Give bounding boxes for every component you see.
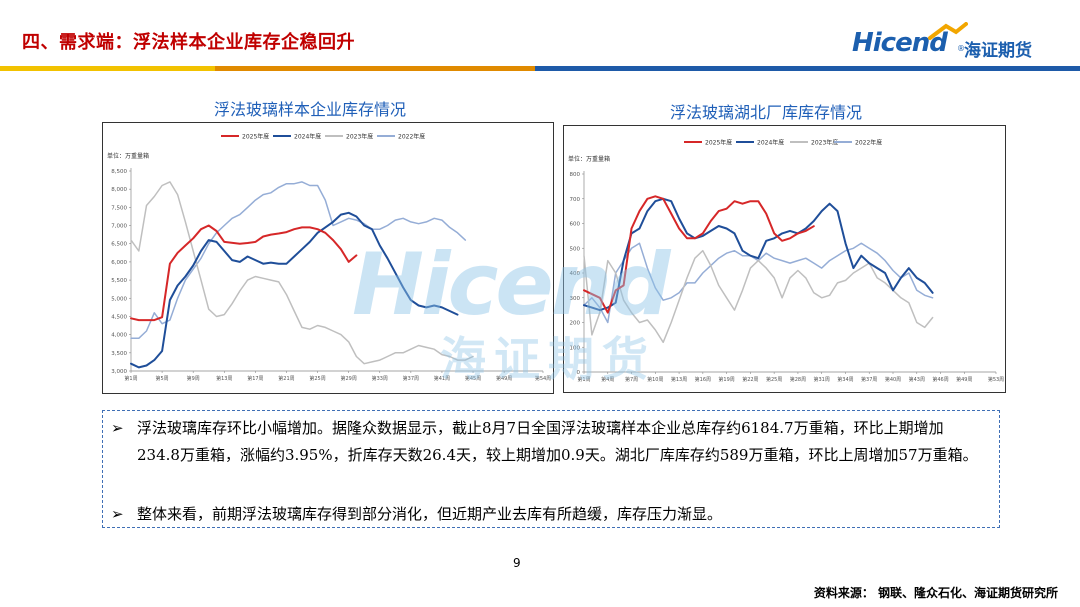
x-tick-label: 第17周 — [247, 375, 263, 382]
header-stripe-yellow — [0, 66, 215, 71]
data-source: 资料来源： 钢联、隆众石化、海证期货研究所 — [813, 586, 1058, 600]
x-tick-label: 第33周 — [372, 375, 388, 382]
x-tick-label: 第46周 — [932, 376, 948, 383]
x-tick-label: 第13周 — [216, 375, 232, 382]
page-title: 四、需求端：浮法样本企业库存企稳回升 — [22, 32, 355, 53]
right-chart: 2025年度 2024年度 2023年度 2022年度单位：万重量箱 800 700 600… — [563, 125, 1006, 393]
x-tick-label: 第49周 — [496, 375, 512, 382]
y-tick-label: 300 — [570, 296, 581, 302]
x-tick-label: 第37周 — [861, 376, 877, 383]
y-tick-label: 800 — [570, 172, 581, 178]
legend-label: 2025年度 — [705, 139, 732, 147]
unit-label: 单位：万重量箱 — [107, 152, 149, 160]
x-tick-label: 第7周 — [625, 376, 638, 383]
y-tick-label: 500 — [570, 246, 581, 252]
y-tick-label: 200 — [570, 321, 581, 327]
series-line-2023年度 — [130, 181, 474, 365]
x-tick-label: 第4周 — [601, 376, 614, 383]
x-tick-label: 第54周 — [535, 375, 551, 382]
x-tick-label: 第29周 — [340, 375, 356, 382]
legend-label: 2024年度 — [294, 133, 321, 141]
y-tick-label: 600 — [570, 222, 581, 228]
x-tick-label: 第53周 — [988, 376, 1004, 383]
y-tick-label: 700 — [570, 197, 581, 203]
y-tick-label: 400 — [570, 271, 581, 277]
series-line-2024年度 — [583, 197, 934, 312]
x-tick-label: 第37周 — [403, 375, 419, 382]
x-tick-label: 第28周 — [790, 376, 806, 383]
hicend-logo: Hicend ® 海证期货 — [850, 22, 1060, 66]
x-tick-label: 第31周 — [814, 376, 830, 383]
logo-registered-mark: ® — [957, 44, 965, 53]
x-tick-label: 第13周 — [671, 376, 687, 383]
y-tick-label: 3,500 — [111, 351, 127, 357]
x-tick-label: 第21周 — [278, 375, 294, 382]
y-tick-label: 6,000 — [111, 260, 127, 266]
legend-label: 2023年度 — [346, 133, 373, 141]
right-chart-title: 浮法玻璃湖北厂库库存情况 — [670, 103, 863, 122]
x-tick-label: 第43周 — [909, 376, 925, 383]
bullet-arrow-icon: ➢ — [111, 419, 124, 437]
x-tick-label: 第5周 — [156, 375, 169, 382]
summary-paragraph-1: 浮法玻璃库存环比小幅增加。据隆众数据显示，截止8月7日全国浮法玻璃样本企业总库存… — [137, 419, 978, 464]
series-line-2022年度 — [130, 181, 467, 340]
legend-label: 2023年度 — [811, 139, 838, 147]
left-chart: 2025年度 2024年度 2023年度 2022年度单位：万重量箱 8,500 8,00… — [102, 122, 554, 394]
legend-label: 2022年度 — [855, 139, 882, 147]
y-tick-label: 3,000 — [111, 369, 127, 375]
summary-paragraph-2: 整体来看，前期浮法玻璃库存得到部分消化，但近期产业去库有所趋缓，库存压力渐显。 — [137, 505, 723, 523]
x-tick-label: 第16周 — [695, 376, 711, 383]
summary-textbox: ➢ 浮法玻璃库存环比小幅增加。据隆众数据显示，截止8月7日全国浮法玻璃样本企业总… — [102, 410, 1000, 528]
bullet-arrow-icon: ➢ — [111, 505, 124, 523]
y-tick-label: 5,000 — [111, 296, 127, 302]
y-tick-label: 4,500 — [111, 314, 127, 320]
series-line-2024年度 — [130, 211, 459, 369]
legend-label: 2025年度 — [242, 133, 269, 141]
unit-label: 单位：万重量箱 — [568, 155, 610, 163]
series-line-2023年度 — [583, 249, 934, 344]
y-tick-label: 4,000 — [111, 333, 127, 339]
x-tick-label: 第25周 — [766, 376, 782, 383]
series-line-2025年度 — [583, 195, 815, 314]
page-number: 9 — [513, 556, 521, 570]
y-tick-label: 0 — [577, 370, 581, 376]
y-tick-label: 6,500 — [111, 242, 127, 248]
logo-swoosh-icon — [928, 22, 968, 40]
series-line-2025年度 — [130, 224, 358, 322]
logo-wordmark: Hicend — [852, 28, 948, 58]
y-tick-label: 5,500 — [111, 278, 127, 284]
x-tick-label: 第1周 — [124, 375, 137, 382]
x-tick-label: 第10周 — [647, 376, 663, 383]
y-tick-label: 7,000 — [111, 224, 127, 230]
x-tick-label: 第49周 — [956, 376, 972, 383]
header-stripe-blue — [535, 66, 1080, 71]
x-tick-label: 第1周 — [577, 376, 590, 383]
y-tick-label: 8,500 — [111, 169, 127, 175]
x-tick-label: 第34周 — [837, 376, 853, 383]
series-line-2022年度 — [583, 242, 934, 324]
y-tick-label: 7,500 — [111, 205, 127, 211]
left-chart-title: 浮法玻璃样本企业库存情况 — [214, 100, 407, 119]
y-tick-label: 8,000 — [111, 187, 127, 193]
x-tick-label: 第41周 — [434, 375, 450, 382]
x-tick-label: 第22周 — [742, 376, 758, 383]
x-tick-label: 第9周 — [187, 375, 200, 382]
x-tick-label: 第25周 — [309, 375, 325, 382]
x-tick-label: 第40周 — [885, 376, 901, 383]
y-tick-label: 100 — [570, 345, 581, 351]
legend-label: 2022年度 — [398, 133, 425, 141]
logo-chinese-name: 海证期货 — [964, 41, 1032, 61]
x-tick-label: 第19周 — [718, 376, 734, 383]
header-stripe-orange — [215, 66, 535, 71]
x-tick-label: 第45周 — [465, 375, 481, 382]
legend-label: 2024年度 — [757, 139, 784, 147]
